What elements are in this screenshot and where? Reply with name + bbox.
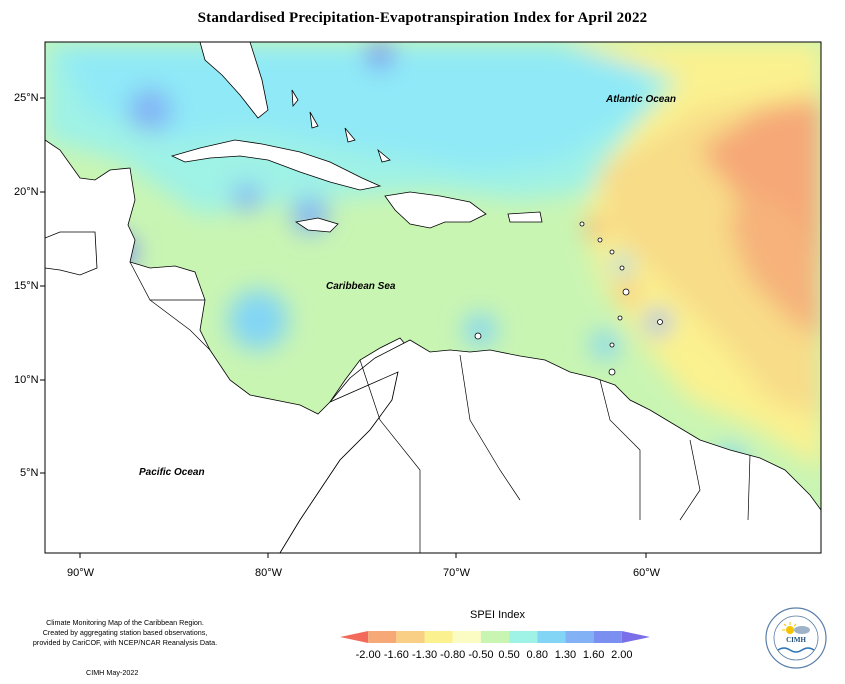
credits-line-1: Climate Monitoring Map of the Caribbean …	[46, 618, 204, 627]
borders	[129, 261, 751, 553]
legend-swatch	[593, 631, 622, 643]
legend-tick-label: 2.00	[611, 649, 633, 661]
legend-swatch	[537, 631, 566, 643]
legend-swatch	[340, 631, 369, 643]
label-pacific-ocean: Pacific Ocean	[139, 467, 205, 478]
credits-line-3: provided by CariCOF, with NCEP/NCAR Rean…	[32, 638, 218, 647]
legend-title: SPEI Index	[470, 609, 526, 621]
lon-label-70: 70°W	[443, 567, 471, 579]
lat-label-25: 25°N	[14, 92, 39, 104]
legend-swatch	[480, 631, 510, 643]
legend-tick-label: -0.80	[440, 649, 466, 661]
map-frame	[44, 41, 822, 554]
wave-icon	[777, 647, 815, 653]
label-caribbean-sea: Caribbean Sea	[326, 281, 396, 292]
legend-swatch	[621, 631, 650, 643]
legend-tick-label: -0.50	[468, 649, 494, 661]
lat-label-20: 20°N	[14, 186, 39, 198]
legend-swatch	[565, 631, 594, 643]
lat-label-5: 5°N	[20, 467, 39, 479]
credits-block: Climate Monitoring Map of the Caribbean …	[20, 618, 230, 648]
map-title: Standardised Precipitation-Evapotranspir…	[197, 10, 648, 26]
land	[45, 42, 821, 553]
legend-tick-label: 1.30	[554, 649, 577, 661]
lon-label-60: 60°W	[633, 567, 661, 579]
credits-date: CIMH May-2022	[86, 668, 139, 677]
legend-swatch	[396, 631, 425, 643]
sun-icon	[786, 626, 794, 634]
legend-tick-label: -2.00	[355, 649, 381, 661]
logo-name: CIMH	[786, 636, 806, 644]
legend-swatch	[509, 631, 538, 643]
lat-label-10: 10°N	[14, 374, 39, 386]
lat-label-15: 15°N	[14, 280, 39, 292]
legend-swatch	[452, 631, 481, 643]
lon-label-90: 90°W	[67, 567, 95, 579]
legend-tick-label: 0.50	[498, 649, 520, 661]
legend-swatch	[424, 631, 453, 643]
label-atlantic-ocean: Atlantic Ocean	[606, 94, 677, 105]
cimh-logo: CIMH	[765, 607, 827, 669]
legend-tick-label: 0.80	[526, 649, 548, 661]
legend-swatch	[368, 631, 397, 643]
legend-tick-label: -1.30	[411, 649, 438, 661]
cloud-icon	[794, 626, 810, 634]
legend-tick-label: -1.60	[383, 649, 409, 661]
legend-colorbar	[340, 631, 650, 643]
spei-field	[45, 42, 821, 553]
legend-tick-label: 1.60	[582, 649, 605, 661]
lon-label-80: 80°W	[255, 567, 283, 579]
credits-line-2: Created by aggregating station based obs…	[42, 628, 208, 637]
